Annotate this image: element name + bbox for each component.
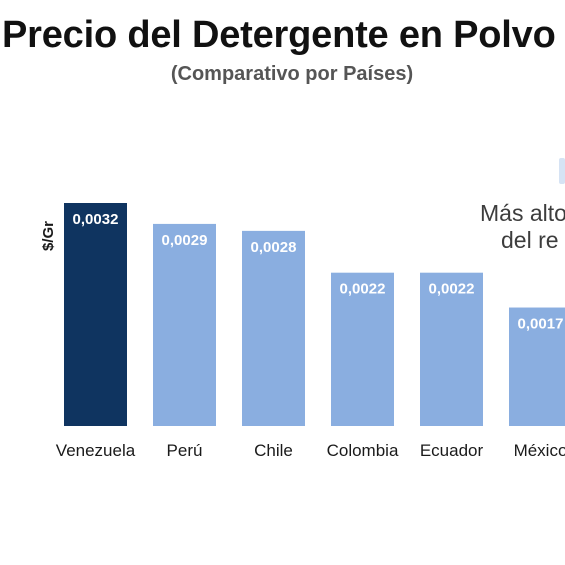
x-tick-label: Venezuela bbox=[56, 441, 136, 460]
value-label: 0,0029 bbox=[162, 232, 208, 249]
value-label: 0,0017 bbox=[518, 316, 564, 333]
value-label: 0,0028 bbox=[251, 239, 297, 256]
bar-chile bbox=[242, 231, 305, 426]
x-tick-label: México bbox=[514, 441, 565, 460]
y-axis-label: $/Gr bbox=[40, 221, 57, 251]
x-tick-label: Perú bbox=[167, 441, 203, 460]
x-tick-label: Chile bbox=[254, 441, 293, 460]
bar-venezuela bbox=[64, 203, 127, 426]
x-tick-label: Colombia bbox=[327, 441, 399, 460]
value-labels-group: 0,0032 0,0029 0,0028 0,0022 0,0022 0,0017 bbox=[73, 211, 564, 333]
x-tick-label: Ecuador bbox=[420, 441, 484, 460]
x-tick-labels-group: Venezuela Perú Chile Colombia Ecuador México bbox=[56, 441, 565, 460]
value-label: 0,0022 bbox=[429, 281, 475, 298]
bars-group bbox=[64, 203, 565, 426]
value-label: 0,0032 bbox=[73, 211, 119, 228]
value-label: 0,0022 bbox=[340, 281, 386, 298]
bar-perú bbox=[153, 224, 216, 426]
